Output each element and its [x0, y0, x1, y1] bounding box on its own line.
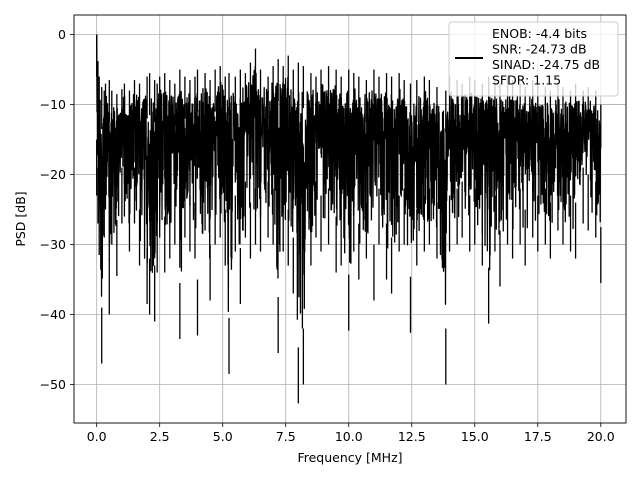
series-group — [96, 34, 602, 404]
y-tick-label: −50 — [40, 377, 66, 392]
legend-entry-sfdr: SFDR: 1.15 — [492, 73, 561, 88]
y-tick-label: 0 — [58, 27, 66, 42]
x-axis-label: Frequency [MHz] — [297, 450, 402, 465]
x-tick-label: 12.5 — [398, 429, 426, 444]
plot-frame — [73, 14, 627, 424]
y-tick-label: −40 — [40, 307, 66, 322]
legend-box — [448, 21, 619, 97]
legend-entry-enob: ENOB: -4.4 bits — [492, 26, 587, 41]
y-axis-label: PSD [dB] — [13, 191, 28, 246]
legend-entry-sinad: SINAD: -24.75 dB — [492, 57, 600, 72]
x-tick-label: 17.5 — [524, 429, 552, 444]
y-tick-label: −10 — [40, 97, 66, 112]
x-tick-label: 20.0 — [587, 429, 615, 444]
x-tick-label: 5.0 — [213, 429, 233, 444]
x-tick-label: 0.0 — [87, 429, 107, 444]
y-tick-label: −20 — [40, 167, 66, 182]
legend: ENOB: -4.4 bits SNR: -24.73 dB SINAD: -2… — [448, 21, 619, 97]
x-tick-label: 2.5 — [150, 429, 170, 444]
x-tick-label: 7.5 — [276, 429, 296, 444]
x-tick-label: 15.0 — [461, 429, 489, 444]
ticks: 0.0 2.5 5.0 7.5 10.0 12.5 15.0 17.5 20.0 0 −10 −20 −… — [40, 27, 615, 444]
legend-entry-snr: SNR: -24.73 dB — [492, 42, 587, 57]
x-tick-label: 10.0 — [335, 429, 363, 444]
y-tick-label: −30 — [40, 237, 66, 252]
